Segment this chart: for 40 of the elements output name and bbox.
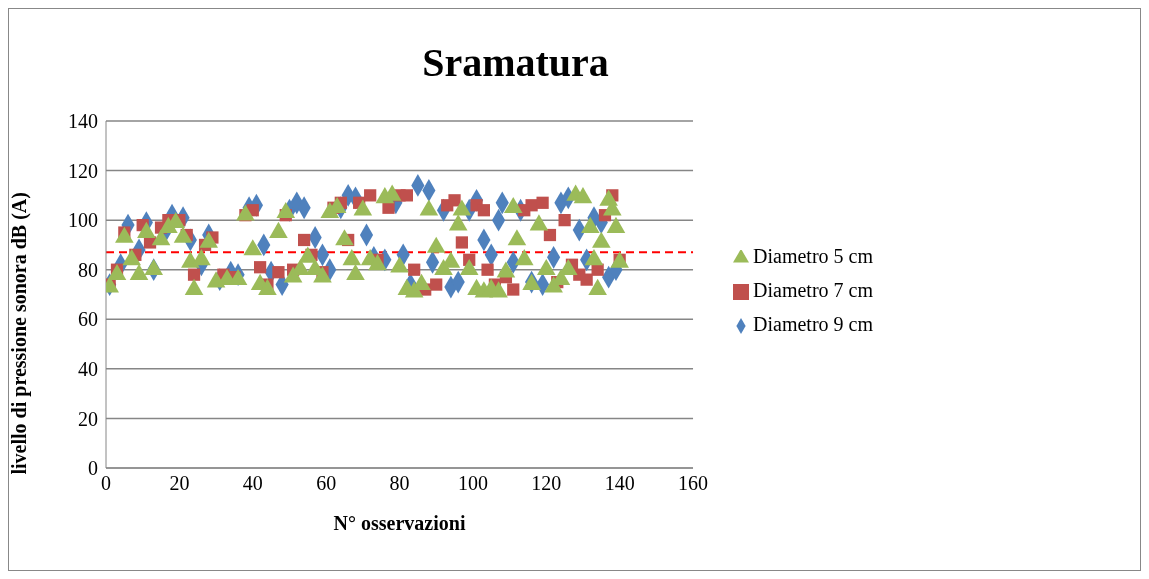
y-tick-label: 80: [78, 258, 98, 281]
point: [253, 261, 267, 274]
x-tick-label: 80: [389, 472, 410, 495]
y-tick-label: 20: [78, 407, 98, 430]
point: [448, 194, 461, 207]
y-axis-title: livello di pressione sonora dB (A): [8, 192, 32, 475]
x-tick-label: 120: [531, 472, 562, 495]
point: [364, 189, 377, 202]
point: [400, 189, 413, 202]
point: [477, 204, 491, 217]
point: [558, 214, 571, 227]
point: [580, 273, 593, 286]
point: [455, 236, 469, 249]
x-axis-title: N° osservazioni: [333, 512, 466, 534]
point: [298, 233, 311, 247]
x-tick-label: 100: [457, 472, 488, 495]
y-tick-label: 0: [88, 457, 98, 480]
y-tick-label: 60: [78, 308, 98, 331]
point: [382, 201, 395, 214]
point: [536, 196, 549, 209]
point: [507, 283, 520, 296]
point: [430, 278, 443, 291]
x-tick-label: 40: [242, 472, 263, 495]
point: [543, 228, 557, 242]
legend-label: Diametro 7 cm: [753, 278, 873, 301]
x-tick-label: 60: [316, 472, 337, 495]
x-tick-label: 20: [169, 472, 190, 495]
y-tick-label: 40: [78, 357, 98, 380]
chart-title: Sramatura: [421, 39, 610, 86]
point: [187, 268, 201, 281]
point: [481, 263, 494, 276]
legend-label: Diametro 5 cm: [753, 244, 873, 267]
legend-label: Diametro 9 cm: [753, 312, 873, 335]
y-tick-label: 120: [68, 159, 98, 182]
y-tick-label: 100: [68, 209, 98, 232]
point: [408, 263, 421, 276]
y-tick-label: 140: [68, 110, 98, 133]
x-tick-label: 160: [678, 472, 709, 495]
x-tick-label: 140: [604, 472, 635, 495]
point: [272, 266, 285, 279]
